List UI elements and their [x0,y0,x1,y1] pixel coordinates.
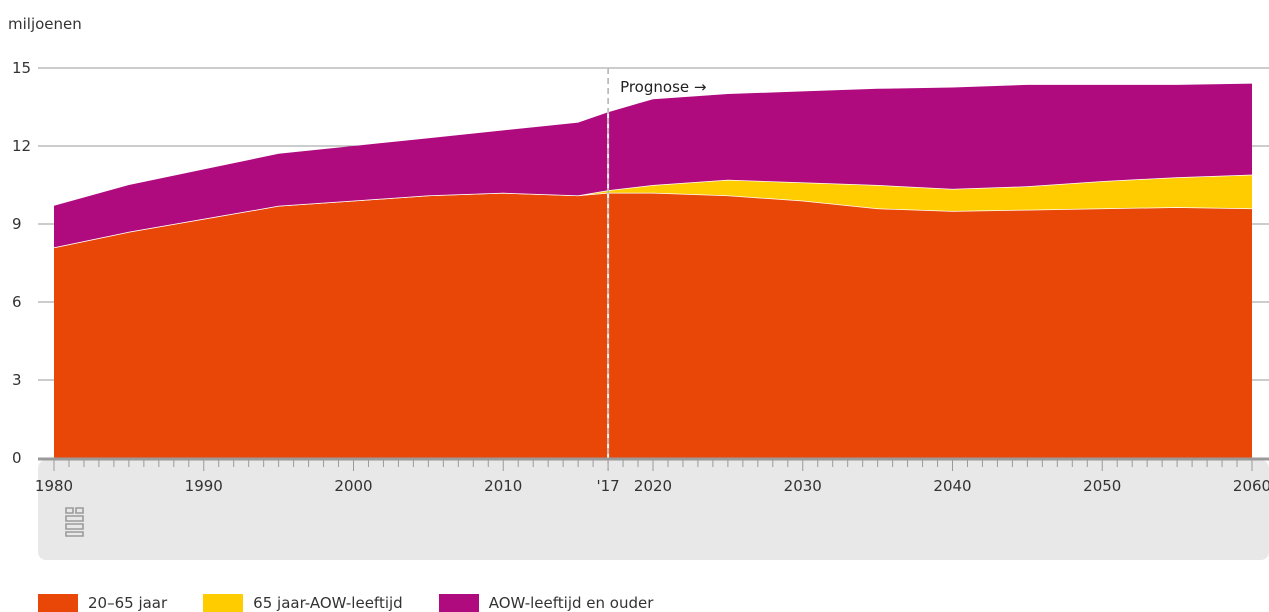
y-axis-unit-label: miljoenen [8,15,82,33]
legend: 20–65 jaar 65 jaar-AOW-leeftijd AOW-leefti… [38,594,689,612]
legend-item: 65 jaar-AOW-leeftijd [203,594,403,612]
x-tick-label: 2000 [334,477,372,495]
legend-item: AOW-leeftijd en ouder [438,594,654,612]
legend-swatch [203,594,244,612]
axes: 0 3 6 9 12 15 1980 1990 2000 2010 '17 2020 2030 2040 2… [12,59,1269,495]
legend-label: 20–65 jaar [88,594,168,612]
legend-swatch [438,594,479,612]
y-tick-label: 15 [12,59,31,77]
x-tick-label: 2020 [634,477,672,495]
x-tick-label: 2060 [1233,477,1269,495]
y-tick-label: 12 [12,137,31,155]
legend-label: AOW-leeftijd en ouder [488,594,654,612]
area-series-1 [54,192,1252,459]
y-tick-label: 6 [12,293,22,311]
chart: miljoenen Prognose → 0 3 6 9 12 15 1980 1990 200… [8,15,1269,560]
prognosis-annotation: Prognose → [620,78,706,96]
cbs-logo-icon [65,507,84,537]
x-tick-label: 2050 [1083,477,1121,495]
x-tick-label: 1980 [35,477,73,495]
x-tick-label: 2010 [484,477,522,495]
x-tick-label: 2040 [933,477,971,495]
area-series-3 [54,83,1252,248]
plot-area [53,83,1253,459]
y-tick-label: 0 [12,449,22,467]
x-tick-label: '17 [596,477,619,495]
overlay: Prognose → [607,68,706,470]
y-tick-label: 9 [12,215,22,233]
y-tick-label: 3 [12,371,22,389]
area-series-2 [54,174,1252,248]
x-tick-label: 2030 [784,477,822,495]
legend-swatch [38,594,78,612]
x-tick-label: 1990 [185,477,223,495]
x-axis-band [38,460,1269,560]
legend-label: 65 jaar-AOW-leeftijd [253,594,403,612]
legend-item: 20–65 jaar [38,594,167,612]
